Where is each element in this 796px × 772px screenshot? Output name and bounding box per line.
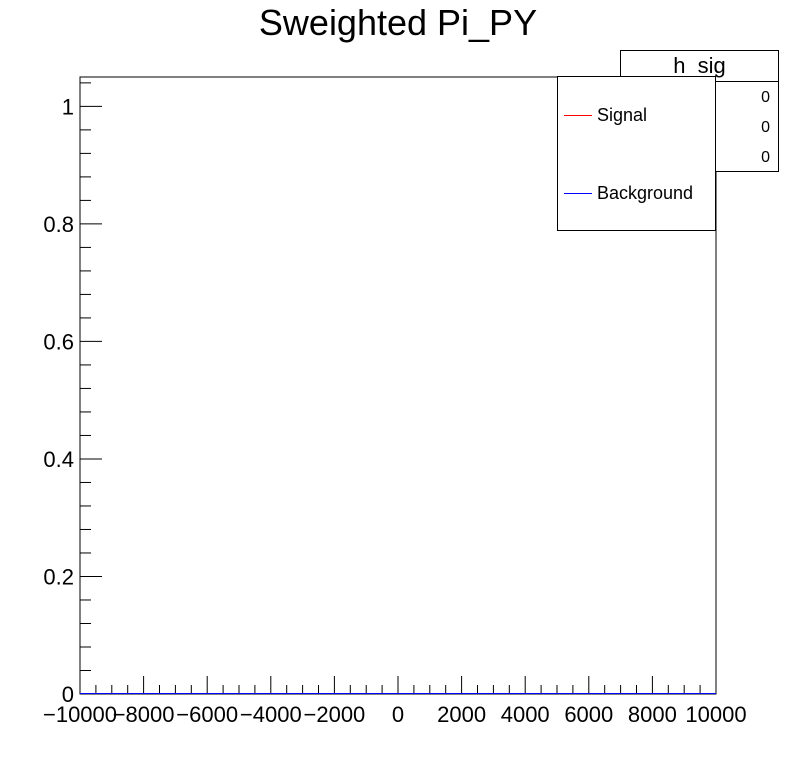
x-tick-label: 6000 (564, 702, 613, 727)
y-tick-label: 0.8 (43, 212, 74, 237)
x-tick-label: 4000 (501, 702, 550, 727)
legend-label-signal: Signal (597, 105, 648, 125)
y-tick-label: 1 (62, 94, 74, 119)
x-tick-label: −4000 (240, 702, 302, 727)
y-tick-label: 0.6 (43, 329, 74, 354)
x-tick-label: −2000 (304, 702, 366, 727)
x-tick-label: −8000 (113, 702, 175, 727)
y-tick-label: 0.2 (43, 564, 74, 589)
y-tick-label: 0.4 (43, 447, 74, 472)
x-tick-label: 10000 (685, 702, 746, 727)
legend-label-background: Background (597, 183, 694, 203)
x-tick-label: −10000 (43, 702, 117, 727)
y-tick-label: 0 (62, 682, 74, 707)
stats-value: 0 (761, 149, 770, 166)
x-tick-label: 0 (392, 702, 404, 727)
stats-value: 0 (761, 89, 770, 106)
legend: Signal Background (557, 76, 716, 231)
legend-swatch-background (564, 193, 592, 194)
chart-title: Sweighted Pi_PY (258, 2, 538, 43)
stats-value: 0 (761, 119, 770, 136)
x-tick-label: 2000 (437, 702, 486, 727)
x-tick-label: 8000 (628, 702, 677, 727)
x-tick-label: −6000 (176, 702, 238, 727)
legend-swatch-signal (564, 115, 592, 116)
